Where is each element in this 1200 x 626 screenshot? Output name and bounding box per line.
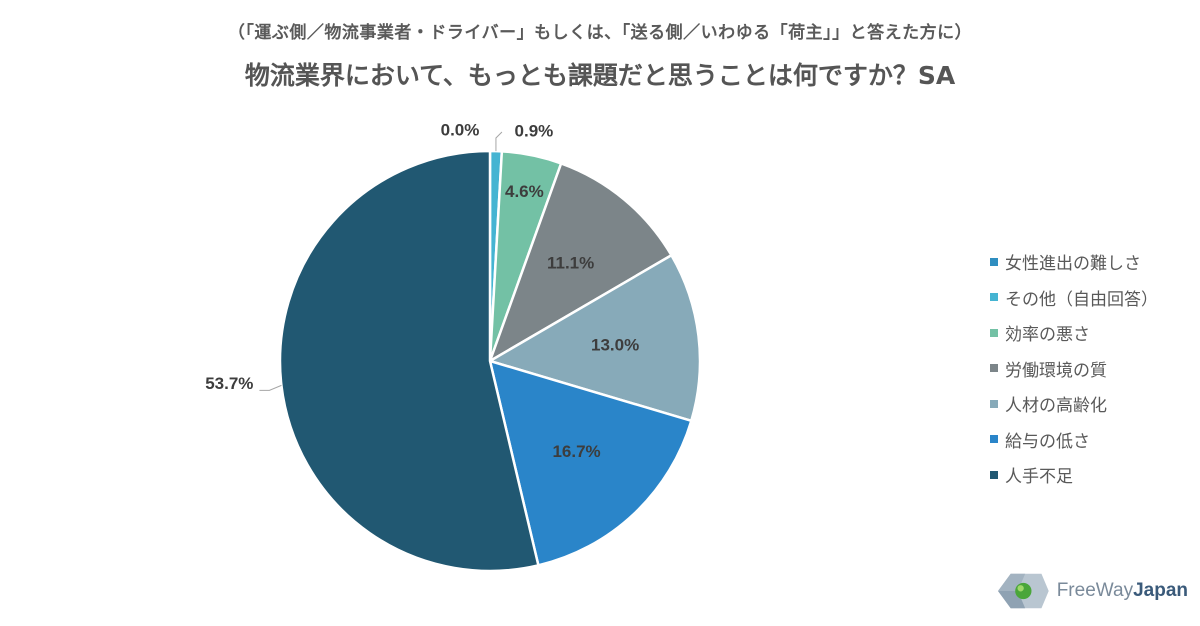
legend-label: 給与の低さ <box>1005 431 1090 452</box>
logo-text-light: FreeWay <box>1056 580 1134 601</box>
logo-text-bold: Japan <box>1133 580 1188 601</box>
legend-swatch <box>990 293 998 302</box>
legend-label: その他（自由回答） <box>1005 289 1158 310</box>
pie-slice-3 <box>487 161 674 364</box>
data-label-1: 0.9% <box>515 121 554 140</box>
legend-swatch <box>990 328 998 337</box>
legend-item-5: 給与の低さ <box>990 422 1158 458</box>
pie-slice-5 <box>488 359 693 567</box>
legend-label: 労働環境の質 <box>1005 360 1107 381</box>
data-label-6: 53.7% <box>205 374 253 393</box>
legend-swatch <box>990 364 998 373</box>
legend-item-3: 労働環境の質 <box>990 351 1158 387</box>
data-label-4: 13.0% <box>591 335 639 354</box>
legend-label: 効率の悪さ <box>1005 325 1090 346</box>
data-label-3: 11.1% <box>547 254 594 273</box>
legend-item-4: 人材の高齢化 <box>990 386 1158 422</box>
data-label-0: 0.0% <box>441 120 480 139</box>
leader-line-1 <box>495 131 503 152</box>
legend-swatch <box>990 399 998 408</box>
data-label-2: 4.6% <box>505 182 544 201</box>
data-label-5: 16.7% <box>552 442 600 461</box>
legend-item-6: 人手不足 <box>990 457 1158 493</box>
leader-line-6 <box>259 384 282 391</box>
logo-text: FreeWayJapan <box>1057 580 1188 602</box>
chart-title: 物流業界において、もっとも課題だと思うことは何ですか？SA <box>244 61 956 90</box>
legend-swatch <box>990 435 998 444</box>
logo-mark-icon <box>998 573 1049 609</box>
legend-label: 人手不足 <box>1005 467 1073 488</box>
legend-item-1: その他（自由回答） <box>990 280 1158 316</box>
chart-subtitle: （「運ぶ側／物流事業者・ドライバー」もしくは、「送る側／いわゆる「荷主」」と答え… <box>227 23 973 43</box>
legend-label: 女性進出の難しさ <box>1005 254 1141 275</box>
legend-item-0: 女性進出の難しさ <box>990 244 1158 280</box>
chart-legend: 女性進出の難しさ その他（自由回答） 効率の悪さ労働環境の質 人材の高齢化 給与の低さ人… <box>990 244 1158 493</box>
legend-swatch <box>990 257 998 266</box>
company-logo: FreeWayJapan <box>998 568 1188 614</box>
legend-label: 人材の高齢化 <box>1005 396 1107 417</box>
legend-item-2: 効率の悪さ <box>990 315 1158 351</box>
legend-swatch <box>990 470 998 479</box>
pie-slice-6 <box>278 149 540 573</box>
pie-slice-4 <box>486 253 702 423</box>
